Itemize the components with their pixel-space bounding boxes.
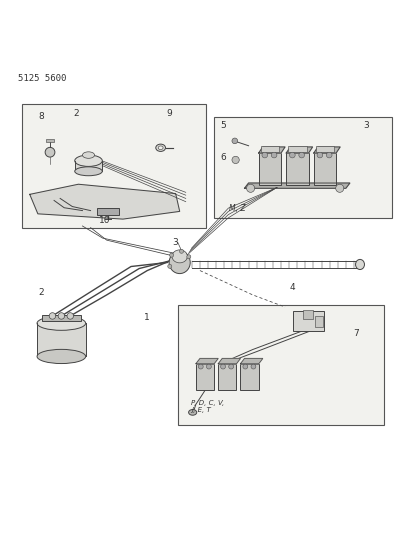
- Circle shape: [243, 364, 248, 369]
- Bar: [196, 364, 214, 390]
- Polygon shape: [240, 359, 263, 364]
- Bar: [303, 310, 313, 319]
- Circle shape: [271, 152, 277, 158]
- Text: 10: 10: [99, 216, 111, 225]
- Circle shape: [326, 152, 332, 158]
- Circle shape: [49, 313, 55, 319]
- Ellipse shape: [75, 155, 102, 166]
- Ellipse shape: [75, 167, 102, 176]
- Text: M, Z: M, Z: [229, 204, 246, 213]
- Ellipse shape: [156, 144, 166, 151]
- Text: 3: 3: [363, 121, 369, 130]
- Bar: [97, 208, 119, 215]
- Circle shape: [206, 364, 211, 369]
- Circle shape: [67, 313, 73, 319]
- Ellipse shape: [82, 152, 95, 158]
- Bar: [218, 364, 236, 390]
- Polygon shape: [244, 183, 350, 188]
- Bar: [240, 364, 259, 390]
- Text: 4: 4: [290, 283, 295, 292]
- Text: 5125 5600: 5125 5600: [18, 74, 66, 83]
- Circle shape: [336, 184, 344, 192]
- Bar: [293, 311, 324, 332]
- Circle shape: [170, 253, 174, 257]
- Bar: [261, 146, 279, 152]
- Text: J, E, T: J, E, T: [191, 407, 211, 414]
- Ellipse shape: [355, 260, 364, 270]
- Circle shape: [251, 364, 256, 369]
- Circle shape: [198, 364, 203, 369]
- Text: 6: 6: [221, 152, 226, 161]
- Bar: [22, 104, 206, 228]
- Text: 2: 2: [38, 288, 44, 297]
- Text: 5: 5: [221, 121, 226, 130]
- Text: 2: 2: [73, 109, 79, 118]
- Circle shape: [299, 152, 304, 158]
- Bar: [46, 139, 54, 142]
- Polygon shape: [218, 359, 240, 364]
- Circle shape: [290, 152, 295, 158]
- Circle shape: [187, 255, 191, 259]
- Polygon shape: [259, 147, 285, 153]
- Text: 7: 7: [353, 329, 359, 338]
- Ellipse shape: [172, 250, 187, 263]
- Polygon shape: [196, 359, 218, 364]
- Circle shape: [232, 156, 239, 164]
- Circle shape: [58, 313, 64, 319]
- Circle shape: [317, 152, 323, 158]
- Circle shape: [168, 264, 172, 268]
- Polygon shape: [286, 147, 313, 153]
- Text: P, D, C, V,: P, D, C, V,: [191, 400, 224, 406]
- Text: 9: 9: [167, 109, 173, 118]
- Circle shape: [45, 147, 55, 157]
- Ellipse shape: [158, 146, 163, 150]
- Polygon shape: [314, 147, 340, 153]
- Circle shape: [262, 152, 268, 158]
- Circle shape: [232, 138, 237, 144]
- Circle shape: [180, 249, 184, 253]
- Bar: [286, 153, 308, 185]
- Bar: [37, 323, 86, 357]
- Bar: [259, 153, 281, 185]
- Ellipse shape: [37, 349, 86, 364]
- Bar: [177, 305, 384, 425]
- Circle shape: [229, 364, 234, 369]
- Bar: [288, 146, 306, 152]
- Bar: [42, 315, 81, 321]
- Ellipse shape: [188, 409, 197, 415]
- Polygon shape: [30, 184, 180, 219]
- Ellipse shape: [37, 316, 86, 330]
- Bar: [214, 117, 392, 218]
- Text: 3: 3: [173, 238, 179, 247]
- Text: 1: 1: [144, 313, 149, 322]
- Bar: [316, 146, 334, 152]
- Text: 8: 8: [38, 111, 44, 120]
- Circle shape: [246, 184, 255, 192]
- Circle shape: [221, 364, 226, 369]
- Bar: [314, 153, 336, 185]
- Bar: [75, 161, 102, 171]
- Ellipse shape: [169, 251, 190, 273]
- Bar: [315, 316, 323, 327]
